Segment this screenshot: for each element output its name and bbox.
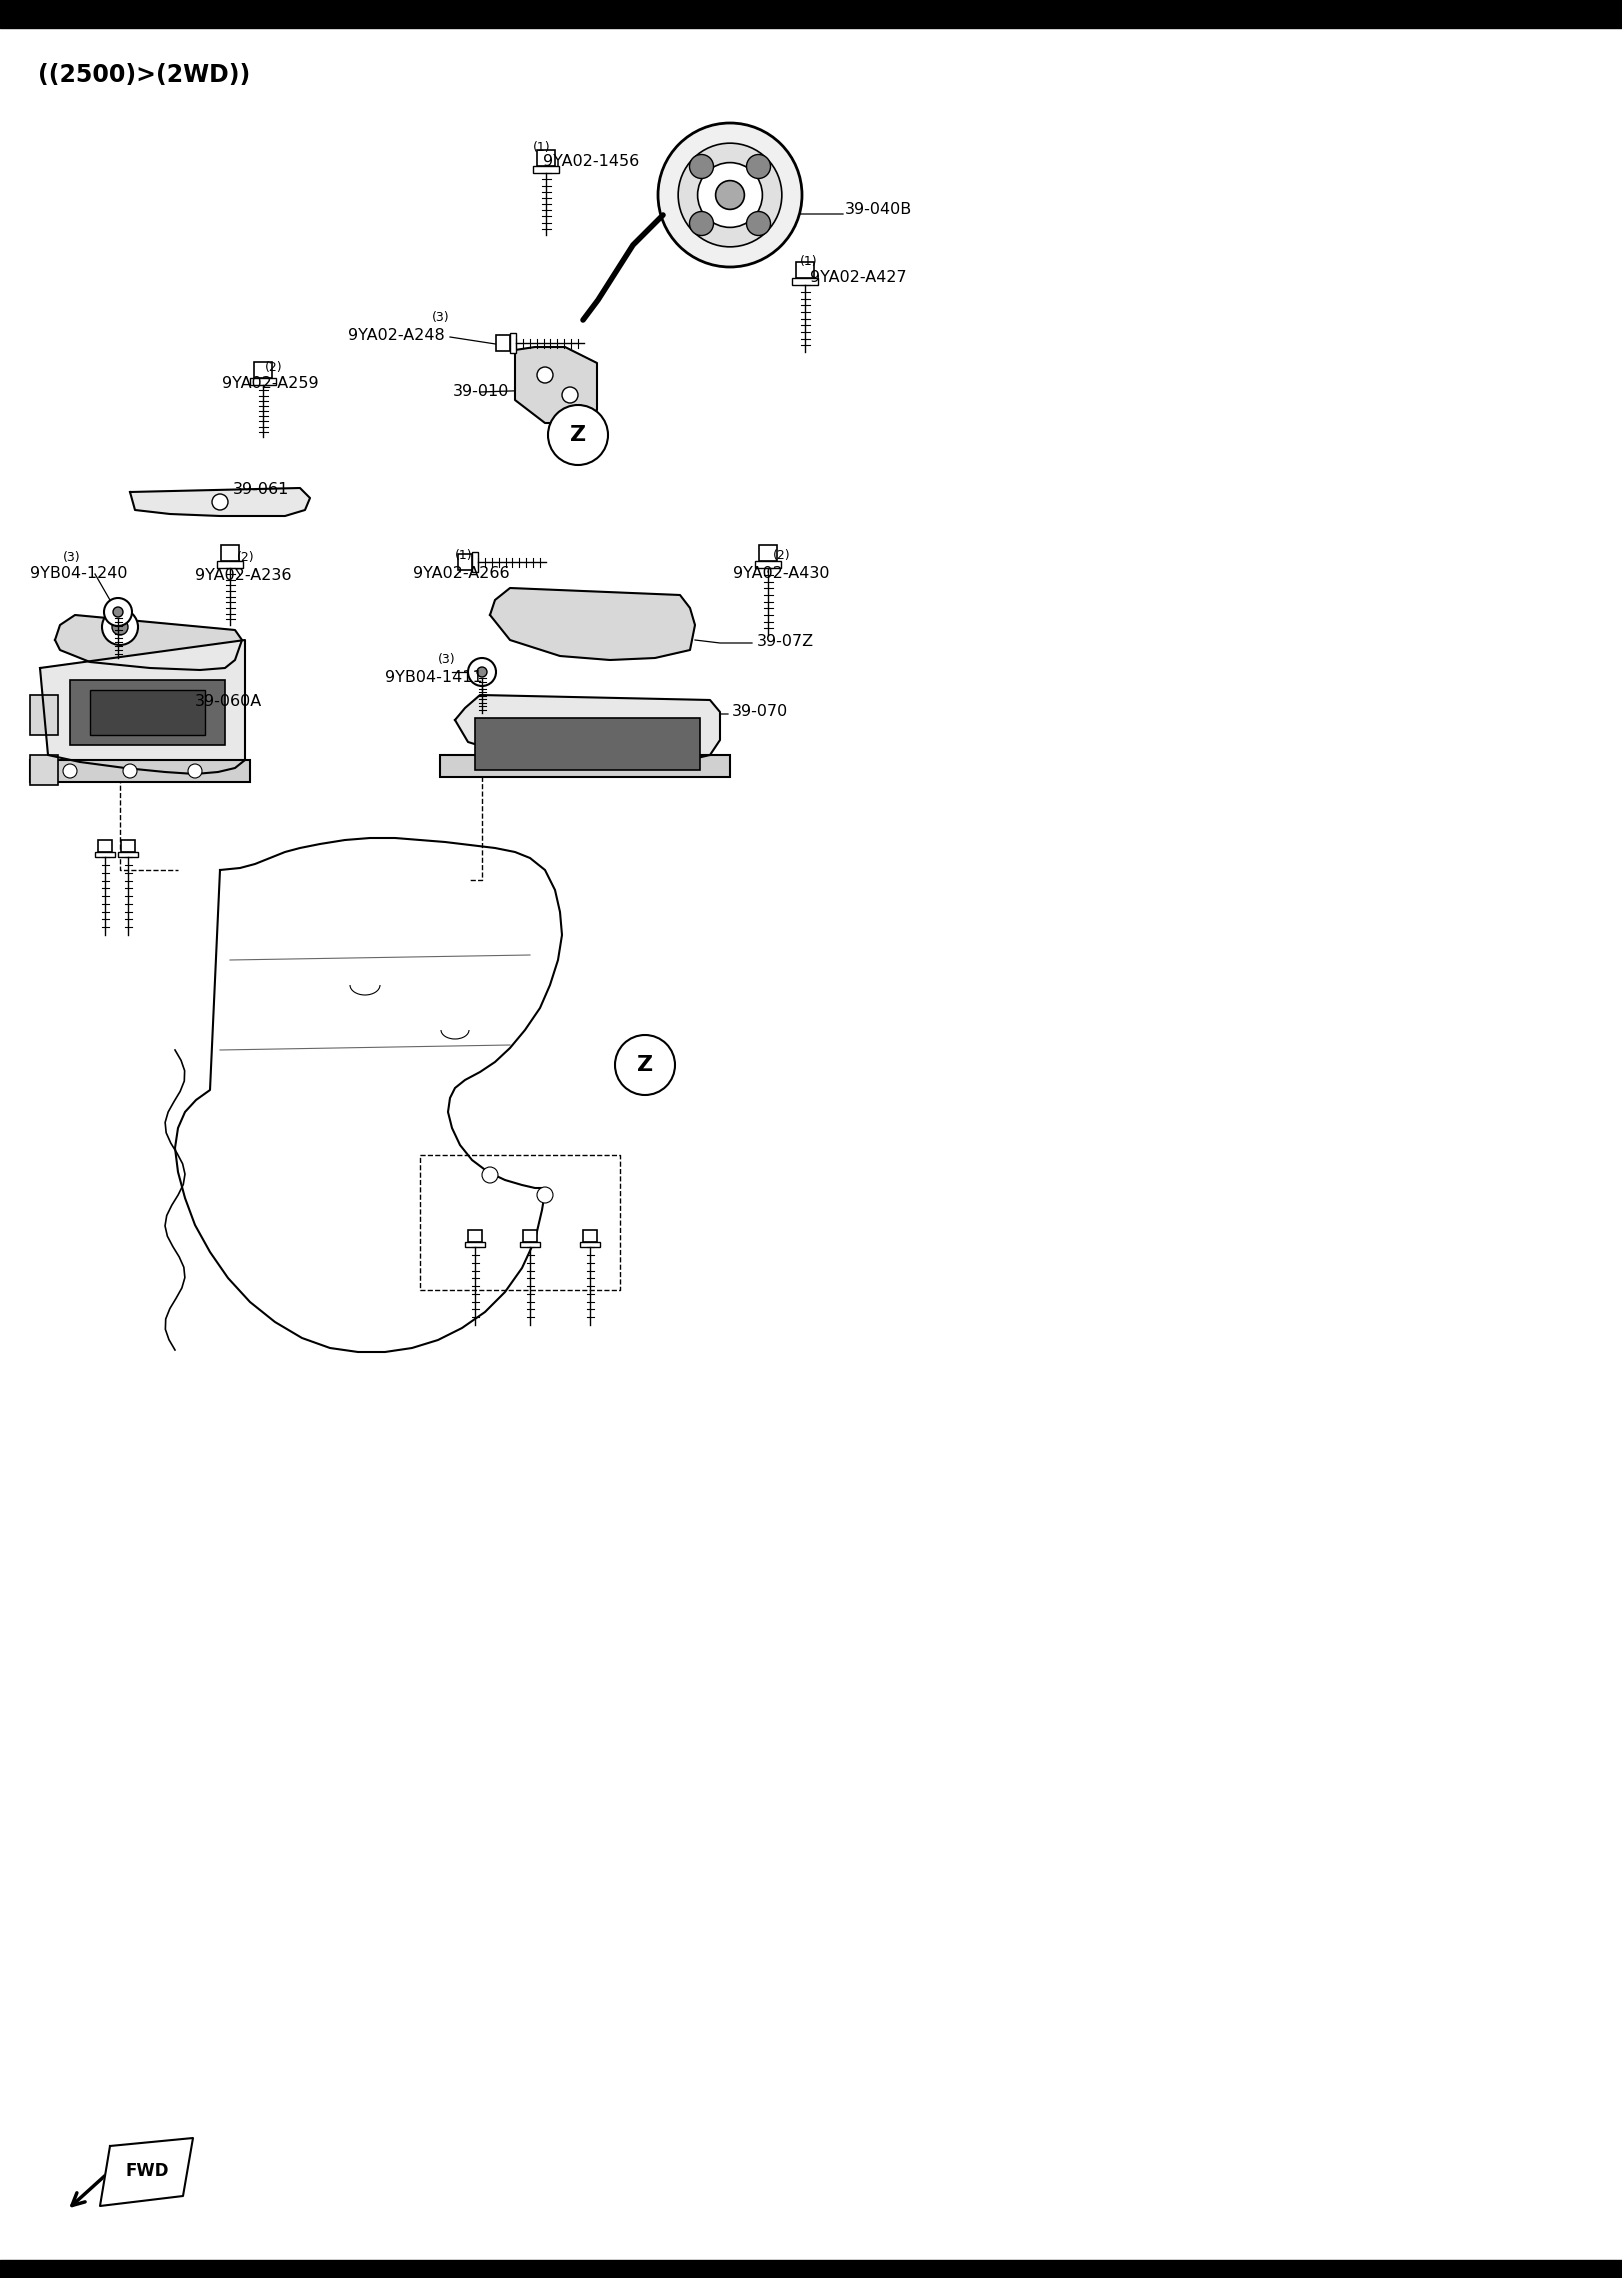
Text: 9YA02-A430: 9YA02-A430 bbox=[733, 565, 829, 581]
FancyBboxPatch shape bbox=[581, 1242, 600, 1248]
Polygon shape bbox=[55, 615, 242, 670]
FancyBboxPatch shape bbox=[29, 754, 58, 786]
Circle shape bbox=[212, 494, 229, 510]
Circle shape bbox=[561, 387, 577, 403]
FancyBboxPatch shape bbox=[440, 754, 730, 777]
FancyBboxPatch shape bbox=[796, 262, 814, 278]
Circle shape bbox=[537, 1187, 553, 1203]
Text: 39-010: 39-010 bbox=[453, 385, 509, 399]
Text: Z: Z bbox=[637, 1055, 654, 1075]
Circle shape bbox=[697, 162, 762, 228]
FancyBboxPatch shape bbox=[496, 335, 509, 351]
FancyBboxPatch shape bbox=[521, 1242, 540, 1248]
Circle shape bbox=[123, 763, 136, 779]
FancyBboxPatch shape bbox=[509, 333, 516, 353]
Text: 9YB04-1411: 9YB04-1411 bbox=[384, 670, 483, 683]
Polygon shape bbox=[41, 640, 245, 775]
Circle shape bbox=[102, 608, 138, 645]
FancyBboxPatch shape bbox=[70, 681, 225, 745]
FancyBboxPatch shape bbox=[96, 852, 115, 857]
Text: 39-060A: 39-060A bbox=[195, 695, 263, 708]
Circle shape bbox=[746, 212, 770, 235]
Text: (3): (3) bbox=[63, 551, 81, 563]
Text: 9YA02-1456: 9YA02-1456 bbox=[543, 155, 639, 169]
Text: (1): (1) bbox=[800, 255, 817, 269]
FancyBboxPatch shape bbox=[522, 1230, 537, 1242]
Text: 9YA02-A236: 9YA02-A236 bbox=[195, 567, 292, 583]
Polygon shape bbox=[130, 487, 310, 517]
FancyBboxPatch shape bbox=[759, 544, 777, 560]
Circle shape bbox=[482, 1166, 498, 1182]
FancyBboxPatch shape bbox=[475, 718, 701, 770]
Circle shape bbox=[112, 620, 128, 636]
Circle shape bbox=[537, 367, 553, 383]
Text: 39-061: 39-061 bbox=[234, 483, 289, 497]
Polygon shape bbox=[456, 695, 720, 763]
FancyBboxPatch shape bbox=[534, 166, 558, 173]
Text: 39-070: 39-070 bbox=[732, 704, 788, 720]
FancyBboxPatch shape bbox=[582, 1230, 597, 1242]
Circle shape bbox=[678, 144, 782, 246]
Text: 39-040B: 39-040B bbox=[845, 203, 912, 216]
Circle shape bbox=[63, 763, 76, 779]
Text: (3): (3) bbox=[438, 654, 456, 667]
Text: (2): (2) bbox=[237, 551, 255, 565]
Circle shape bbox=[188, 763, 203, 779]
FancyBboxPatch shape bbox=[217, 560, 243, 567]
Text: 9YA02-A427: 9YA02-A427 bbox=[809, 271, 907, 285]
FancyBboxPatch shape bbox=[221, 544, 238, 560]
Text: (1): (1) bbox=[534, 141, 550, 155]
FancyBboxPatch shape bbox=[29, 761, 250, 781]
Circle shape bbox=[469, 658, 496, 686]
Circle shape bbox=[548, 405, 608, 465]
Text: 9YA02-A248: 9YA02-A248 bbox=[349, 328, 444, 342]
FancyBboxPatch shape bbox=[537, 150, 555, 166]
FancyBboxPatch shape bbox=[97, 841, 112, 852]
FancyBboxPatch shape bbox=[756, 560, 780, 567]
Text: 9YB04-1240: 9YB04-1240 bbox=[29, 567, 128, 581]
FancyBboxPatch shape bbox=[255, 362, 272, 378]
FancyBboxPatch shape bbox=[250, 378, 276, 385]
FancyBboxPatch shape bbox=[122, 841, 135, 852]
FancyBboxPatch shape bbox=[89, 690, 204, 736]
Circle shape bbox=[689, 155, 714, 178]
Text: 9YA02-A259: 9YA02-A259 bbox=[222, 376, 318, 392]
FancyBboxPatch shape bbox=[793, 278, 817, 285]
FancyBboxPatch shape bbox=[469, 1230, 482, 1242]
Circle shape bbox=[477, 667, 487, 677]
Polygon shape bbox=[175, 838, 561, 1353]
Circle shape bbox=[104, 599, 131, 626]
Text: (1): (1) bbox=[456, 549, 472, 563]
FancyBboxPatch shape bbox=[29, 695, 58, 736]
Circle shape bbox=[615, 1034, 675, 1096]
Text: (2): (2) bbox=[774, 549, 790, 563]
Text: (3): (3) bbox=[431, 312, 449, 323]
Circle shape bbox=[689, 212, 714, 235]
Circle shape bbox=[659, 123, 801, 267]
Polygon shape bbox=[516, 346, 597, 424]
Text: 39-07Z: 39-07Z bbox=[757, 636, 814, 649]
Text: ((2500)>(2WD)): ((2500)>(2WD)) bbox=[37, 64, 250, 87]
Text: FWD: FWD bbox=[125, 2162, 169, 2180]
Polygon shape bbox=[101, 2139, 193, 2205]
FancyBboxPatch shape bbox=[457, 554, 472, 570]
Text: 9YA02-A266: 9YA02-A266 bbox=[414, 565, 509, 581]
Text: (2): (2) bbox=[264, 360, 282, 374]
Circle shape bbox=[114, 606, 123, 617]
FancyBboxPatch shape bbox=[118, 852, 138, 857]
FancyBboxPatch shape bbox=[466, 1242, 485, 1248]
Text: Z: Z bbox=[569, 426, 586, 444]
Circle shape bbox=[746, 155, 770, 178]
Polygon shape bbox=[490, 588, 694, 661]
Circle shape bbox=[715, 180, 744, 210]
FancyBboxPatch shape bbox=[472, 551, 478, 572]
